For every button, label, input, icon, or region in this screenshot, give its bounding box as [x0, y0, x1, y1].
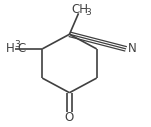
Text: 3: 3 — [14, 39, 20, 49]
Text: N: N — [128, 42, 136, 55]
Text: O: O — [65, 111, 74, 124]
Text: CH: CH — [71, 3, 88, 16]
Text: H: H — [6, 42, 14, 55]
Text: C: C — [17, 42, 26, 55]
Text: 3: 3 — [85, 8, 91, 17]
